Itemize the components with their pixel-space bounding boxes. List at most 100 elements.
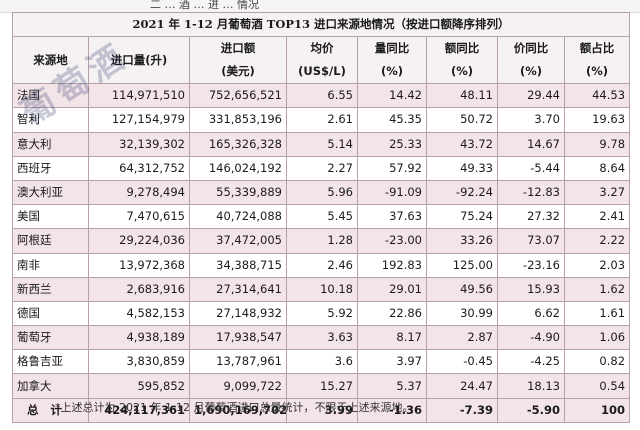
- cell-volume-yoy: 37.63: [357, 204, 427, 230]
- cell-value-share: 19.63: [563, 107, 631, 133]
- cell-value-yoy: -0.45: [426, 349, 498, 375]
- cell-volume-yoy: 57.92: [357, 155, 427, 181]
- cell-value-yoy: 30.99: [426, 300, 498, 327]
- cell-volume-yoy: -91.09: [357, 179, 427, 206]
- cell-origin: 澳大利亚: [12, 179, 89, 206]
- total-value-share: 100: [563, 397, 631, 423]
- cell-avg-price: 1.28: [286, 228, 358, 254]
- cell-avg-price: 2.46: [286, 252, 358, 278]
- cell-value-yoy: -92.24: [426, 179, 498, 206]
- cell-price-yoy: -4.25: [497, 349, 565, 375]
- cell-value-yoy: 43.72: [426, 131, 498, 157]
- footnote: *上述总计为 2021 年 1-12 月葡萄酒进口总量统计，不限于上述来源地。: [55, 401, 414, 414]
- table-row: 法国 114,971,510 752,656,521 6.55 14.42 48.11 29…: [12, 83, 631, 109]
- table-row: 新西兰 2,683,916 27,314,641 10.18 29.01 49.56 15.…: [12, 276, 631, 302]
- cell-volume: 13,972,368: [88, 252, 190, 278]
- cell-origin: 智利: [12, 107, 89, 133]
- header-volume: 进口量(升): [88, 36, 190, 85]
- cell-volume: 7,470,615: [88, 204, 190, 230]
- cell-value-share: 2.03: [563, 252, 631, 278]
- cell-value: 331,853,196: [189, 107, 287, 133]
- total-volume: 424,117,361: [88, 397, 190, 423]
- table-row: 意大利 32,139,302 165,326,328 5.14 25.33 43.72 14…: [12, 131, 631, 157]
- table-body: 法国 114,971,510 752,656,521 6.55 14.42 48.11 29…: [12, 83, 631, 423]
- cell-price-yoy: 15.93: [497, 276, 565, 302]
- header-value: 进口额 (美元): [189, 36, 287, 85]
- cell-value: 165,326,328: [189, 131, 287, 157]
- cell-origin: 意大利: [12, 131, 89, 157]
- cell-value: 37,472,005: [189, 228, 287, 254]
- cell-avg-price: 5.14: [286, 131, 358, 157]
- cell-volume: 127,154,979: [88, 107, 190, 133]
- cell-price-yoy: -23.16: [497, 252, 565, 278]
- cell-value-yoy: 49.33: [426, 155, 498, 181]
- cell-value-share: 9.78: [563, 131, 631, 157]
- cell-price-yoy: -5.44: [497, 155, 565, 181]
- cell-value-share: 1.61: [563, 300, 631, 327]
- cell-volume-yoy: 14.42: [357, 83, 427, 109]
- cell-origin: 阿根廷: [12, 228, 89, 254]
- cell-avg-price: 10.18: [286, 276, 358, 302]
- cell-volume-yoy: 22.86: [357, 300, 427, 327]
- cell-value-yoy: 24.47: [426, 373, 498, 399]
- table-row: 南非 13,972,368 34,388,715 2.46 192.83 125.00 -2…: [12, 252, 631, 278]
- cell-volume-yoy: 8.17: [357, 325, 427, 351]
- cell-volume: 29,224,036: [88, 228, 190, 254]
- cell-avg-price: 2.61: [286, 107, 358, 133]
- cell-volume: 4,582,153: [88, 300, 190, 327]
- cell-avg-price: 5.45: [286, 204, 358, 230]
- cell-volume: 4,938,189: [88, 325, 190, 351]
- cell-volume-yoy: 5.37: [357, 373, 427, 399]
- cell-price-yoy: 18.13: [497, 373, 565, 399]
- header-price-yoy: 价同比 (%): [497, 36, 565, 85]
- cell-value-share: 0.54: [563, 373, 631, 399]
- cell-value-share: 44.53: [563, 83, 631, 109]
- cell-origin: 德国: [12, 300, 89, 327]
- cell-value-yoy: 33.26: [426, 228, 498, 254]
- cell-price-yoy: 29.44: [497, 83, 565, 109]
- cell-price-yoy: -12.83: [497, 179, 565, 206]
- cell-value: 752,656,521: [189, 83, 287, 109]
- cell-avg-price: 2.27: [286, 155, 358, 181]
- cell-value: 27,314,641: [189, 276, 287, 302]
- table-row: 葡萄牙 4,938,189 17,938,547 3.63 8.17 2.87 -4.90 1…: [12, 325, 631, 351]
- total-value: 1,690,169,702: [189, 397, 287, 423]
- cell-volume: 64,312,752: [88, 155, 190, 181]
- cell-volume: 595,852: [88, 373, 190, 399]
- cell-value-share: 8.64: [563, 155, 631, 181]
- cell-value-yoy: 2.87: [426, 325, 498, 351]
- total-value-yoy: -7.39: [426, 397, 498, 423]
- cell-value-share: 3.27: [563, 179, 631, 206]
- table-total-row: 总计 424,117,361 1,690,169,702 3.99 -1.36 -7.39…: [12, 397, 631, 423]
- cell-value-share: 2.41: [563, 204, 631, 230]
- cell-price-yoy: 27.32: [497, 204, 565, 230]
- cell-origin: 加拿大: [12, 373, 89, 399]
- table-row: 阿根廷 29,224,036 37,472,005 1.28 -23.00 33.26 73…: [12, 228, 631, 254]
- header-origin: 来源地: [12, 36, 89, 85]
- cell-value-yoy: 75.24: [426, 204, 498, 230]
- cell-value-share: 2.22: [563, 228, 631, 254]
- cell-origin: 格鲁吉亚: [12, 349, 89, 375]
- cell-origin: 美国: [12, 204, 89, 230]
- cell-price-yoy: 14.67: [497, 131, 565, 157]
- cell-value: 9,099,722: [189, 373, 287, 399]
- table-header-row: 来源地 进口量(升) 进口额 (美元) 均价 (US$/L) 量同比 (%) 额同比(…: [12, 36, 631, 85]
- table-row: 美国 7,470,615 40,724,088 5.45 37.63 75.24 27.32…: [12, 204, 631, 230]
- table-row: 格鲁吉亚 3,830,859 13,787,961 3.6 3.97 -0.45 -4.25…: [12, 349, 631, 375]
- cell-value-yoy: 48.11: [426, 83, 498, 109]
- cell-avg-price: 3.63: [286, 325, 358, 351]
- cell-price-yoy: 73.07: [497, 228, 565, 254]
- table-row: 德国 4,582,153 27,148,932 5.92 22.86 30.99 6.62 1…: [12, 300, 631, 327]
- total-origin: 总计: [12, 397, 89, 423]
- total-avg-price: 3.99: [286, 397, 358, 423]
- cell-value: 34,388,715: [189, 252, 287, 278]
- cell-volume-yoy: 45.35: [357, 107, 427, 133]
- cell-value: 17,938,547: [189, 325, 287, 351]
- total-price-yoy: -5.90: [497, 397, 565, 423]
- cell-value: 13,787,961: [189, 349, 287, 375]
- cell-volume-yoy: 192.83: [357, 252, 427, 278]
- cell-value: 40,724,088: [189, 204, 287, 230]
- wine-import-table: 2021 年 1-12 月葡萄酒 TOP13 进口来源地情况（按进口额降序排列）…: [11, 11, 631, 423]
- cell-origin: 葡萄牙: [12, 325, 89, 351]
- table-row: 加拿大 595,852 9,099,722 15.27 5.37 24.47 18.13 0.…: [12, 373, 631, 399]
